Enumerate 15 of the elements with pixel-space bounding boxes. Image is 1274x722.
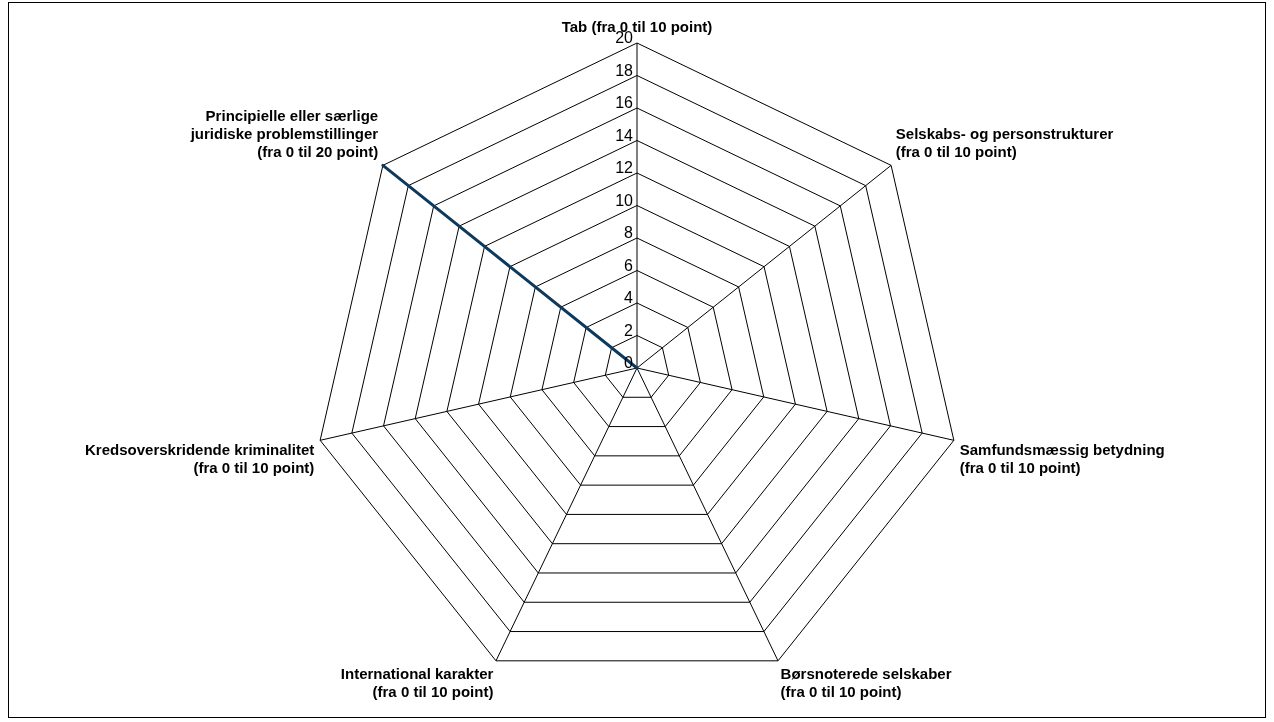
spoke-label: International karakter (fra 0 til 10 point) — [340, 665, 494, 701]
y-tick-label: 6 — [624, 256, 634, 274]
y-tick-label: 2 — [624, 321, 634, 339]
y-tick-label: 4 — [624, 289, 634, 307]
y-tick-label: 18 — [615, 61, 634, 79]
y-tick-label: 10 — [615, 191, 634, 209]
y-tick-label: 14 — [615, 126, 634, 144]
spoke-label: Børsnoterede selskaber (fra 0 til 10 point) — [780, 665, 952, 701]
y-tick-label: 16 — [615, 94, 634, 112]
spoke-label: Kredsoverskridende kriminalitet (fra 0 til 10 point) — [85, 440, 315, 476]
y-tick-label: 8 — [624, 224, 634, 242]
y-tick-label: 12 — [615, 159, 634, 177]
spoke-label: Principielle eller særlige juridiske problemstillinger (fra 0 til 20 point) — [189, 106, 379, 160]
spoke-label: Samfundsmæssig betydning (fra 0 til 10 point) — [959, 440, 1165, 476]
spoke-label: Selskabs- og personstrukturer (fra 0 til 10 point) — [895, 124, 1114, 160]
